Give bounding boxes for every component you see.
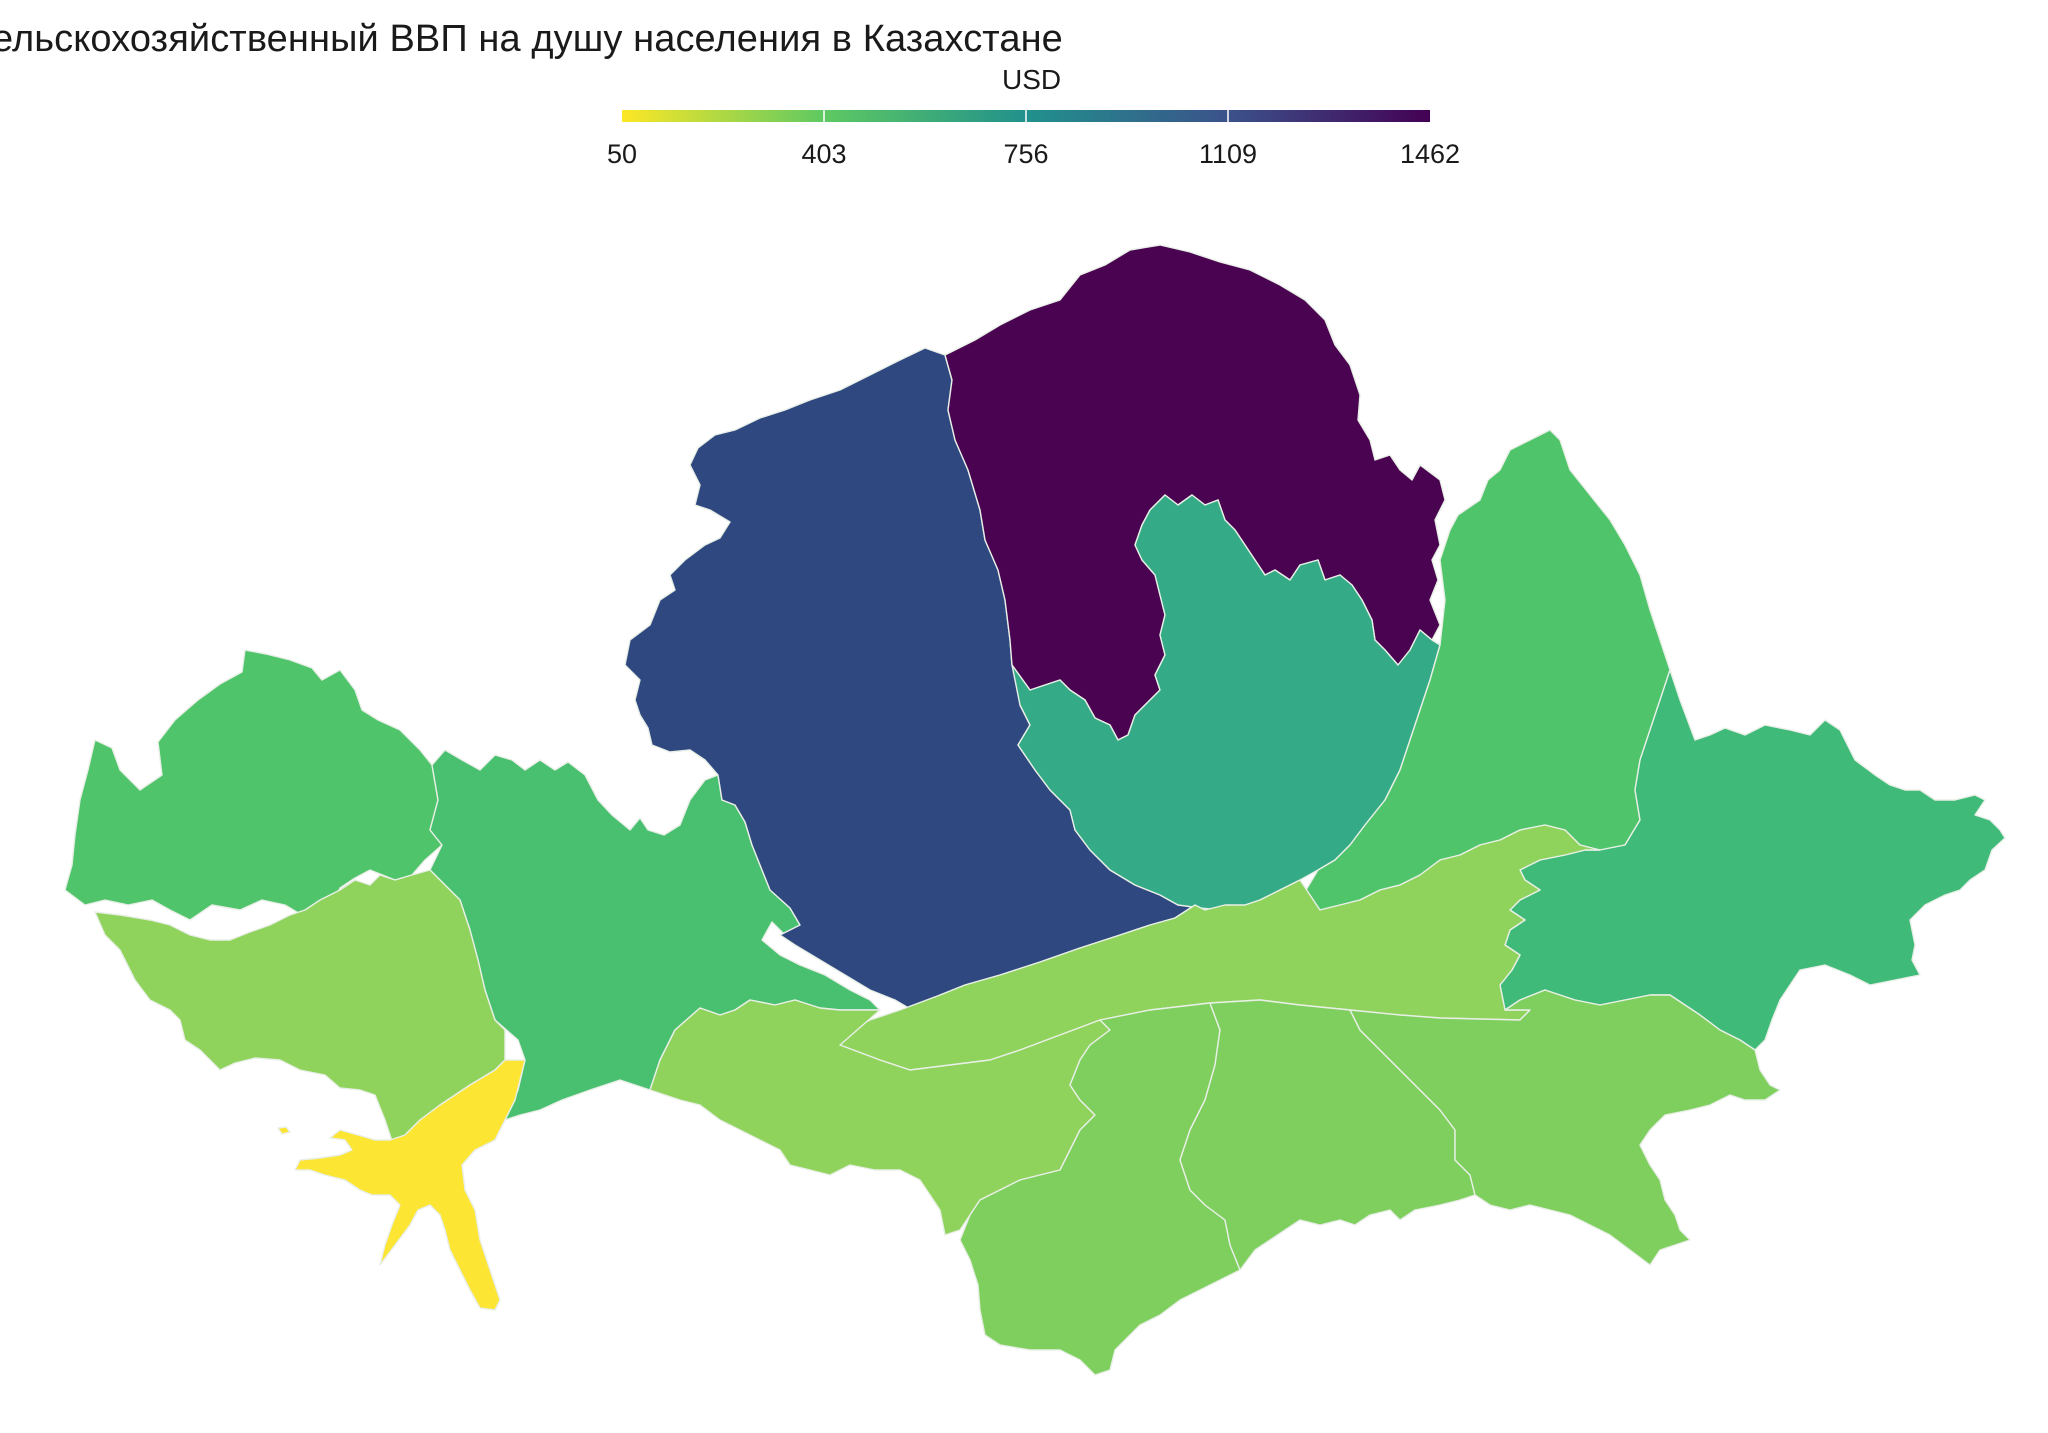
region-aktobe[interactable] xyxy=(429,749,881,1121)
color-legend: USD 50 403 756 1109 1462 xyxy=(0,0,2048,180)
legend-tick-label: 1462 xyxy=(1399,139,1461,169)
legend-tick-label: 1109 xyxy=(1198,139,1258,169)
region-akmola[interactable] xyxy=(1011,494,1441,911)
legend-color-bar xyxy=(622,110,1430,122)
region-mangystau[interactable] xyxy=(294,1059,526,1311)
legend-tick-label: 403 xyxy=(801,139,847,169)
legend-tick-label: 50 xyxy=(606,139,638,169)
region-almaty[interactable] xyxy=(1349,989,1781,1266)
region-mangystau-islet xyxy=(277,1126,291,1135)
page-title: ельскохозяйственный ВВП на душу населени… xyxy=(0,18,1063,60)
legend-tick-label: 756 xyxy=(1003,139,1049,169)
legend-title: USD xyxy=(1002,64,1062,95)
